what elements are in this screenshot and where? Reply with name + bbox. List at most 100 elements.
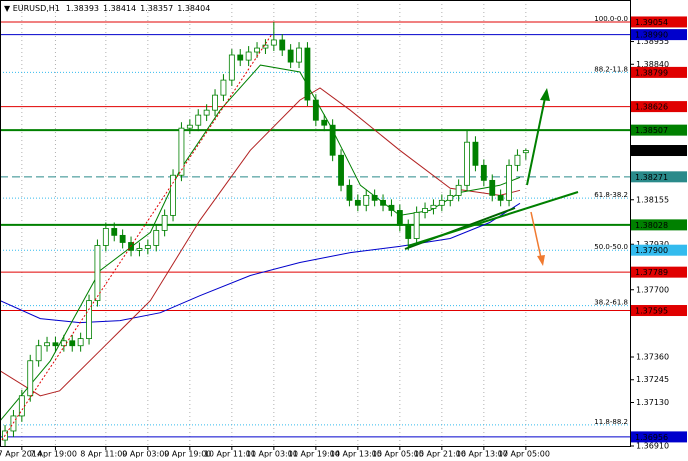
candle-body (228, 54, 235, 81)
fib-label: 100.0-0.0 (594, 15, 628, 23)
candle-body (102, 228, 109, 246)
candle-body (60, 340, 67, 347)
x-tick-label: 10 Apr 11:00 (204, 450, 256, 459)
level-label: 1.38799 (635, 68, 668, 77)
candle-body (237, 54, 244, 61)
trend-line (407, 191, 579, 247)
candle-body (363, 195, 370, 206)
header-close: 1.38404 (177, 4, 210, 13)
candle-body (94, 245, 101, 302)
header-low: 1.38357 (140, 4, 173, 13)
candle-body (77, 338, 84, 347)
y-tick-label: 1.37930 (636, 240, 669, 249)
candle-body (212, 94, 218, 111)
drawings (1, 33, 579, 441)
candle-body (447, 195, 454, 201)
candle-body (405, 225, 412, 239)
candle-body (44, 342, 50, 347)
candle-body (161, 214, 168, 231)
candle-body (338, 154, 344, 186)
candle-body (522, 150, 529, 154)
x-tick-label: 17 Apr 05:00 (498, 450, 550, 459)
header-high: 1.38414 (103, 4, 136, 13)
header-open: 1.38393 (66, 4, 99, 13)
candle-body (119, 234, 126, 243)
x-tick-label: 16 Apr 13:00 (456, 450, 508, 459)
candle-body (170, 174, 176, 216)
x-tick-label: 9 Apr 19:00 (164, 450, 211, 459)
level-box (631, 266, 687, 278)
level-label: 1.37900 (635, 246, 668, 255)
candle-body (195, 114, 202, 126)
candle-body (296, 47, 302, 63)
symbol: EURUSD,H1 (13, 4, 60, 13)
level-box (631, 16, 687, 28)
level-box (631, 219, 687, 231)
candle-body (514, 154, 521, 166)
candle-body (86, 300, 92, 340)
candle-body (371, 195, 378, 201)
arrow-head (537, 255, 545, 266)
fib-label: 11.8-88.2 (594, 418, 628, 426)
candle-body (270, 39, 277, 46)
x-tick-label: 7 Apr 2014 (0, 450, 42, 459)
candle-body (464, 141, 470, 186)
level-label: 1.38507 (635, 126, 668, 135)
candle-body (262, 44, 269, 49)
x-tick-label: 11 Apr 19:00 (288, 450, 340, 459)
candle-body (472, 141, 479, 166)
candle-body (35, 345, 42, 362)
level-box (631, 124, 687, 136)
candle-body (422, 208, 428, 213)
header-icon: ▼ (4, 4, 13, 13)
candle-body (506, 164, 512, 201)
level-box (631, 305, 687, 317)
axes: 1.38955 1.38840 1.38155 1.37930 1.37700 1.373… (0, 16, 687, 459)
candle-body (111, 228, 118, 236)
y-tick-label: 1.38155 (636, 195, 669, 204)
level-box (631, 145, 687, 157)
candle-body (27, 360, 34, 397)
y-tick-label: 1.38955 (636, 37, 669, 46)
candle-body (69, 340, 76, 347)
fib-label: 38.2-61.8 (594, 299, 628, 307)
arrow-head (540, 88, 550, 101)
level-label: 1.39054 (635, 18, 668, 27)
candle-body (480, 164, 487, 181)
fib-label: 88.2-11.8 (594, 65, 628, 73)
candle-body (438, 199, 445, 206)
level-label: 1.38028 (635, 221, 668, 230)
level-label: 1.38990 (635, 31, 668, 40)
candle-body (245, 51, 252, 61)
candle-body (186, 124, 193, 129)
level-box (631, 171, 687, 183)
x-tick-label: 15 Apr 21:00 (414, 450, 466, 459)
level-box (631, 244, 687, 256)
level-label: 1.37789 (635, 268, 668, 277)
candle-body (220, 79, 227, 96)
x-tick-label: 11 Apr 03:00 (246, 450, 298, 459)
x-tick-label: 14 Apr 13:00 (330, 450, 382, 459)
candle-body (329, 124, 336, 156)
level-box (631, 66, 687, 78)
candle-body (279, 39, 286, 51)
candle-body (254, 47, 260, 53)
candle-body (430, 204, 437, 209)
candle-body (380, 199, 386, 206)
fib-diagonal (1, 33, 273, 441)
level-label: 1.36956 (635, 433, 668, 442)
arrow-up (526, 97, 546, 186)
header: ▼ EURUSD,H1 1.38393 1.38414 1.38357 1.38404 (4, 4, 210, 13)
level-box (631, 101, 687, 113)
moving-average (0, 87, 521, 397)
level-label: 1.38404 (635, 147, 668, 156)
y-tick-label: 1.37700 (636, 285, 669, 294)
candle-body (287, 49, 294, 63)
x-tick-label: 15 Apr 05:00 (372, 450, 424, 459)
y-tick-label: 1.38840 (636, 60, 669, 69)
candle-body (144, 245, 151, 249)
candle-body (354, 199, 361, 206)
x-tick-label: 9 Apr 03:00 (122, 450, 169, 459)
y-tick-label: 1.37130 (636, 398, 669, 407)
